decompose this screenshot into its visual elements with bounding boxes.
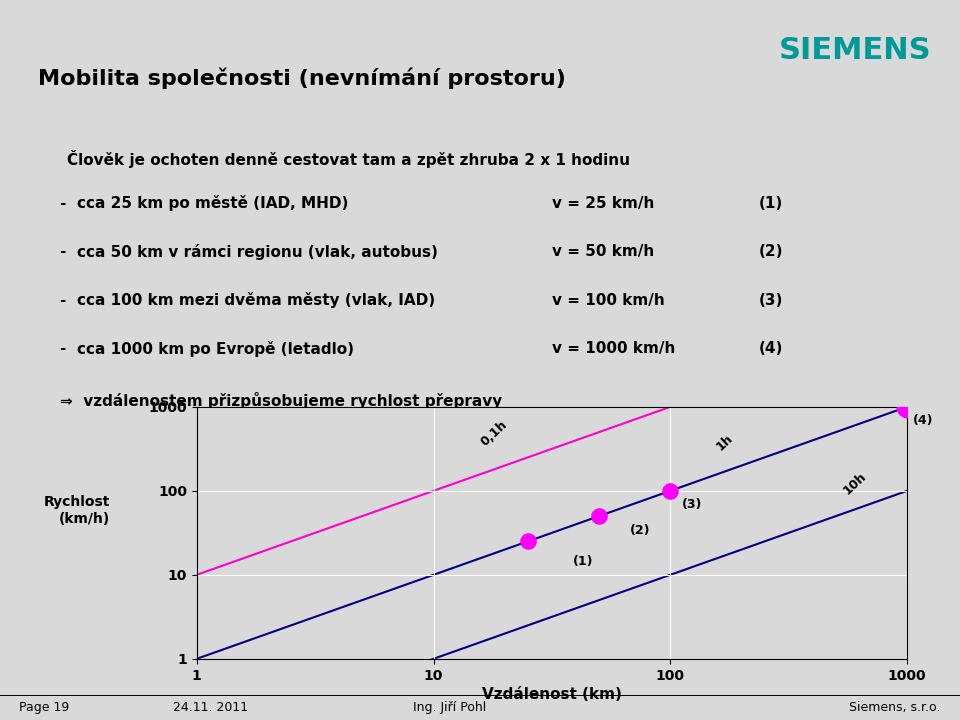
Text: SIEMENS: SIEMENS [779,36,931,66]
Text: Mobilita společnosti (nevnímání prostoru): Mobilita společnosti (nevnímání prostoru… [38,67,566,89]
Text: Rychlost
(km/h): Rychlost (km/h) [44,495,110,526]
Text: v = 1000 km/h: v = 1000 km/h [552,341,676,356]
Text: Člověk je ochoten denně cestovat tam a zpět zhruba 2 x 1 hodinu: Člověk je ochoten denně cestovat tam a z… [67,150,630,168]
Text: ⇒  vzdálenostem přizpůsobujeme rychlost přepravy: ⇒ vzdálenostem přizpůsobujeme rychlost p… [60,392,502,408]
Text: 10h: 10h [841,469,869,497]
Text: v = 100 km/h: v = 100 km/h [552,293,664,307]
Text: Page 19: Page 19 [19,701,69,714]
Text: cca 1000 km po Evropě (letadlo): cca 1000 km po Evropě (letadlo) [77,341,354,356]
Text: v = 25 km/h: v = 25 km/h [552,196,655,211]
X-axis label: Vzdálenost (km): Vzdálenost (km) [482,687,622,702]
Point [662,485,678,497]
Point [900,401,915,413]
Text: (4): (4) [758,341,782,356]
Text: (2): (2) [630,523,651,536]
Text: Ing. Jiří Pohl: Ing. Jiří Pohl [413,701,486,714]
Text: (1): (1) [573,555,593,568]
Text: (3): (3) [758,293,782,307]
Text: cca 50 km v rámci regionu (vlak, autobus): cca 50 km v rámci regionu (vlak, autobus… [77,244,438,260]
Text: 24.11. 2011: 24.11. 2011 [173,701,248,714]
Text: (4): (4) [913,414,934,427]
Text: -: - [60,341,65,356]
Text: Siemens, s.r.o.: Siemens, s.r.o. [850,701,941,714]
Text: (2): (2) [758,244,783,259]
Text: -: - [60,293,65,307]
Text: 1h: 1h [714,432,736,453]
Text: -: - [60,244,65,259]
Text: cca 25 km po městě (IAD, MHD): cca 25 km po městě (IAD, MHD) [77,195,348,212]
Text: v = 50 km/h: v = 50 km/h [552,244,655,259]
Point [591,510,607,522]
Text: (1): (1) [758,196,782,211]
Text: 0,1h: 0,1h [478,418,510,449]
Point [520,536,536,547]
Text: (3): (3) [682,498,703,511]
Text: cca 100 km mezi dvěma městy (vlak, IAD): cca 100 km mezi dvěma městy (vlak, IAD) [77,292,435,308]
Text: -: - [60,196,65,211]
